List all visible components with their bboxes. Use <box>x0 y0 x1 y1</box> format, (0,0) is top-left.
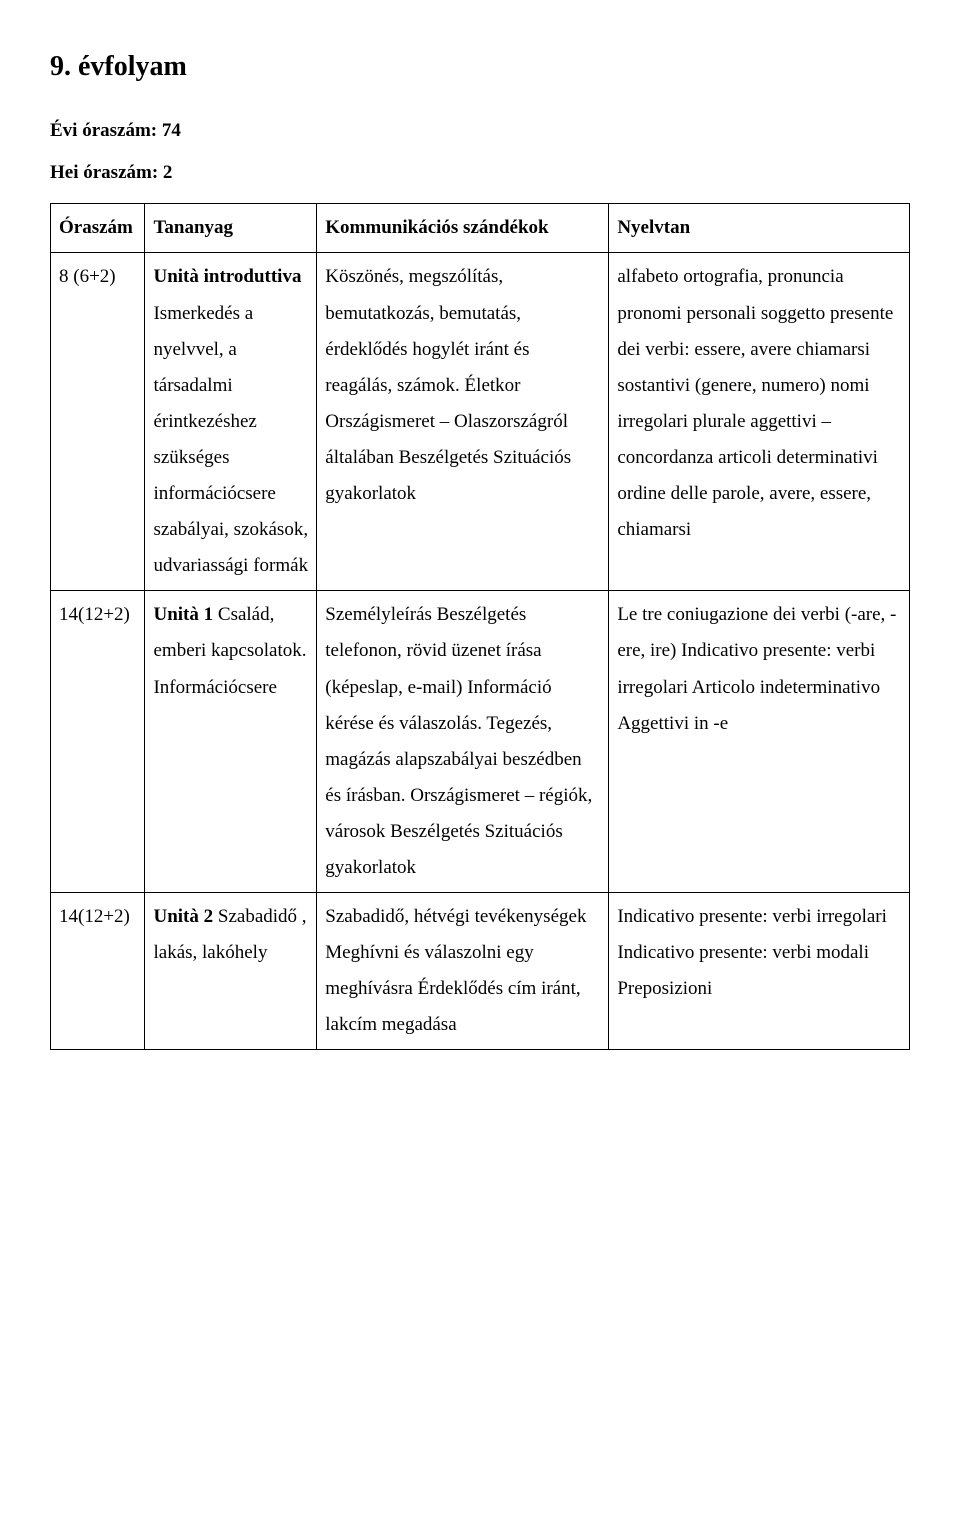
unit-title: Unità 2 <box>153 906 213 927</box>
cell-nyelvtan: Indicativo presente: verbi irregolari In… <box>609 893 910 1050</box>
curriculum-table: Óraszám Tananyag Kommunikációs szándékok… <box>50 203 910 1050</box>
unit-desc: Ismerkedés a nyelvvel, a társadalmi érin… <box>153 303 308 577</box>
table-header-row: Óraszám Tananyag Kommunikációs szándékok… <box>51 204 910 253</box>
cell-komm: Köszönés, megszólítás, bemutatkozás, bem… <box>317 253 609 591</box>
cell-tananyag: Unità 2 Szabadidő , lakás, lakóhely <box>145 893 317 1050</box>
col-nyelvtan-header: Nyelvtan <box>609 204 910 253</box>
col-tananyag-header: Tananyag <box>145 204 317 253</box>
col-oraszam-header: Óraszám <box>51 204 145 253</box>
unit-title: Unità introduttiva <box>153 266 301 287</box>
unit-title: Unità 1 <box>153 604 213 625</box>
cell-oraszam: 8 (6+2) <box>51 253 145 591</box>
table-row: 14(12+2) Unità 2 Szabadidő , lakás, lakó… <box>51 893 910 1050</box>
cell-nyelvtan: alfabeto ortografia, pronuncia pronomi p… <box>609 253 910 591</box>
cell-komm: Személyleírás Beszélgetés telefonon, röv… <box>317 591 609 893</box>
cell-nyelvtan: Le tre coniugazione dei verbi (-are, -er… <box>609 591 910 893</box>
cell-tananyag: Unità 1 Család, emberi kapcsolatok. Info… <box>145 591 317 893</box>
cell-tananyag: Unità introduttiva Ismerkedés a nyelvvel… <box>145 253 317 591</box>
table-row: 8 (6+2) Unità introduttiva Ismerkedés a … <box>51 253 910 591</box>
cell-oraszam: 14(12+2) <box>51 591 145 893</box>
sub-weekly-hours: Hei óraszám: 2 <box>50 155 910 191</box>
col-komm-header: Kommunikációs szándékok <box>317 204 609 253</box>
cell-oraszam: 14(12+2) <box>51 893 145 1050</box>
cell-komm: Szabadidő, hétvégi tevékenységek Meghívn… <box>317 893 609 1050</box>
page-title: 9. évfolyam <box>50 40 910 93</box>
table-row: 14(12+2) Unità 1 Család, emberi kapcsola… <box>51 591 910 893</box>
sub-annual-hours: Évi óraszám: 74 <box>50 113 910 149</box>
